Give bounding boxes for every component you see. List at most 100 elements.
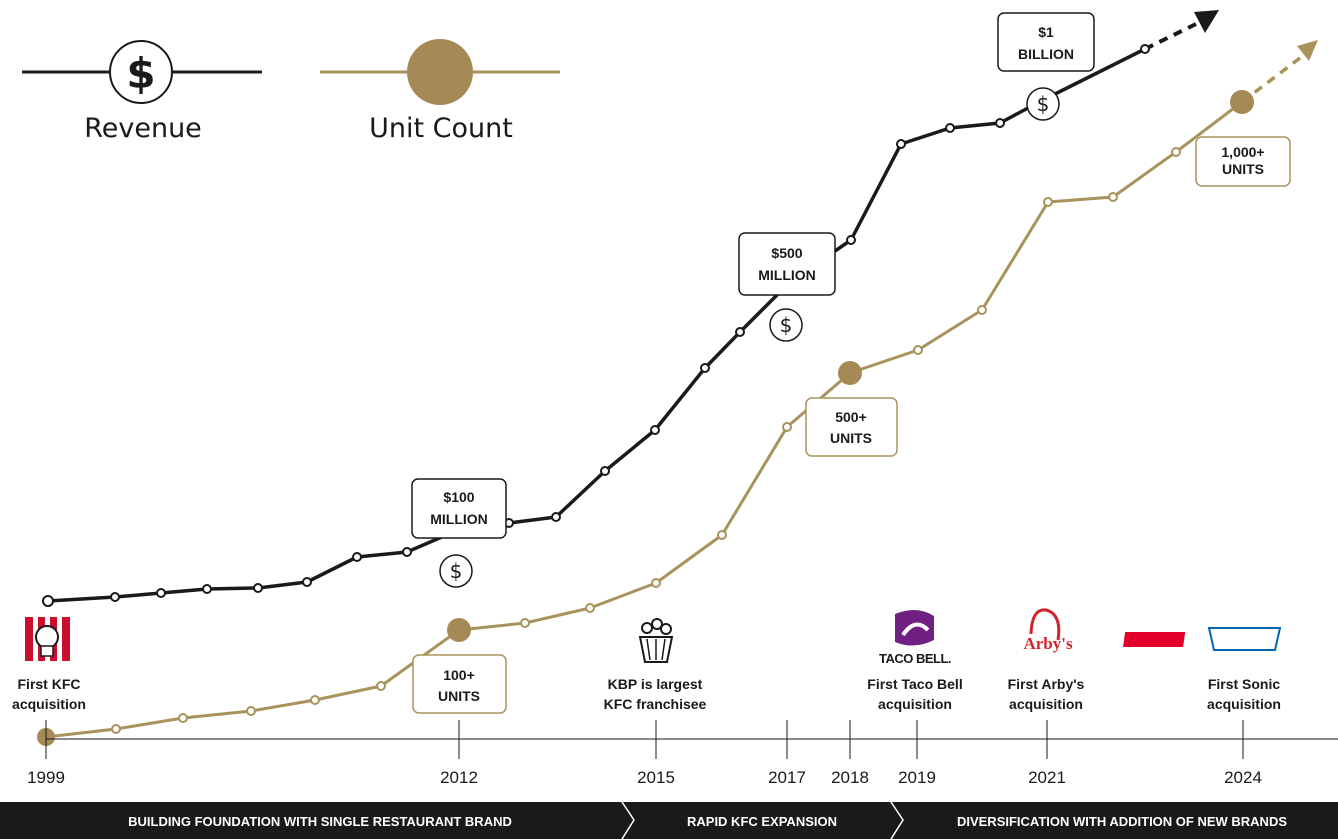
taco-bell-logo: TACO BELL. xyxy=(879,609,952,666)
unit-count-point xyxy=(1043,197,1053,207)
revenue-point xyxy=(202,584,212,594)
phase-label-kfc-expansion: RAPID KFC EXPANSION xyxy=(687,814,837,829)
unit-count-point xyxy=(178,713,188,723)
unit-trend-dashed xyxy=(1240,56,1302,104)
unit-count-point xyxy=(782,422,792,432)
revenue-point xyxy=(302,577,312,587)
unit-count-milestone-point xyxy=(838,361,862,385)
taco-bell-wordmark: TACO BELL. xyxy=(879,651,951,666)
legend: $ Revenue Unit Count xyxy=(22,39,560,144)
callout-line1: $100 xyxy=(443,489,474,505)
event-label-arbys-2: acquisition xyxy=(1009,696,1083,712)
axis-tick-label: 2017 xyxy=(768,768,806,787)
unit-count-milestone-point xyxy=(447,618,471,642)
callout-line2: BILLION xyxy=(1018,46,1074,62)
revenue-arrowhead xyxy=(1194,10,1219,33)
unit-count-point xyxy=(1108,192,1118,202)
axis-tick-label: 2019 xyxy=(898,768,936,787)
dollar-icon: $ xyxy=(439,554,473,588)
revenue-point xyxy=(551,512,561,522)
callout-line1: 500+ xyxy=(835,409,867,425)
revenue-point xyxy=(1140,44,1150,54)
phase-label-foundation: BUILDING FOUNDATION WITH SINGLE RESTAURA… xyxy=(128,814,512,829)
event-label-kfc-2: acquisition xyxy=(12,696,86,712)
revenue-point xyxy=(945,123,955,133)
sonic-logo: SONIC xyxy=(1123,627,1282,651)
dollar-icon: $ xyxy=(1026,87,1060,121)
unit-count-milestone-point xyxy=(1230,90,1254,114)
phase-label-diversification: DIVERSIFICATION WITH ADDITION OF NEW BRA… xyxy=(957,814,1287,829)
callout-revenue-1b: $1 BILLION xyxy=(997,12,1095,72)
svg-text:$: $ xyxy=(1037,92,1050,116)
revenue-point xyxy=(700,363,710,373)
callout-layer: $100 MILLION $500 MILLION $1 BILLION 100… xyxy=(411,12,1291,714)
kfc-bucket-icon xyxy=(638,618,674,663)
revenue-point xyxy=(156,588,166,598)
axis-tick-label: 2015 xyxy=(637,768,675,787)
dollar-icon xyxy=(109,40,173,104)
unit-count-point xyxy=(246,706,256,716)
unit-count-point xyxy=(585,603,595,613)
callout-line1: $500 xyxy=(771,245,802,261)
axis-tick-label: 2021 xyxy=(1028,768,1066,787)
revenue-trend-dashed xyxy=(1144,22,1197,51)
kfc-logo xyxy=(25,617,70,661)
revenue-point xyxy=(402,547,412,557)
axis-tick-label: 2024 xyxy=(1224,768,1262,787)
event-label-kbp-2: KFC franchisee xyxy=(604,696,707,712)
unit-count-point xyxy=(913,345,923,355)
unit-count-point xyxy=(310,695,320,705)
revenue-point xyxy=(352,552,362,562)
revenue-point xyxy=(600,466,610,476)
callout-line2: UNITS xyxy=(1222,161,1264,177)
dollar-icon: $ xyxy=(769,308,803,342)
series-layer xyxy=(37,10,1318,746)
revenue-point xyxy=(735,327,745,337)
revenue-point xyxy=(253,583,263,593)
event-label-kbp-1: KBP is largest xyxy=(608,676,703,692)
arbys-logo: Arby's xyxy=(1023,608,1073,653)
revenue-line xyxy=(47,47,1146,603)
callout-revenue-100m: $100 MILLION xyxy=(411,478,507,539)
svg-text:$: $ xyxy=(780,313,793,337)
axis-tick-label: 2018 xyxy=(831,768,869,787)
callout-line1: 100+ xyxy=(443,667,475,683)
event-labels: First KFC acquisition KBP is largest KFC… xyxy=(12,676,1281,712)
logo-layer: TACO BELL. Arby's SONIC xyxy=(25,608,1282,666)
event-label-arbys-1: First Arby's xyxy=(1008,676,1085,692)
event-label-tacobell-2: acquisition xyxy=(878,696,952,712)
unit-count-point xyxy=(717,530,727,540)
phase-banner: BUILDING FOUNDATION WITH SINGLE RESTAURA… xyxy=(0,802,1338,839)
callout-line1: $1 xyxy=(1038,24,1054,40)
revenue-point xyxy=(896,139,906,149)
unit-count-point xyxy=(977,305,987,315)
callout-units-1000: 1,000+ UNITS xyxy=(1195,136,1291,187)
callout-revenue-500m: $500 MILLION xyxy=(738,232,836,296)
revenue-point xyxy=(995,118,1005,128)
legend-revenue-label: Revenue xyxy=(84,113,202,144)
callout-units-500: 500+ UNITS xyxy=(805,397,898,457)
unit-arrowhead xyxy=(1297,40,1318,61)
revenue-dollar-markers: $ $ $ xyxy=(439,87,1060,588)
unit-count-point xyxy=(651,578,661,588)
callout-line1: 1,000+ xyxy=(1221,144,1264,160)
revenue-point xyxy=(42,595,54,607)
callout-line2: UNITS xyxy=(830,430,872,446)
unit-count-point xyxy=(520,618,530,628)
tick-layer: 1999 2012 2015 2017 2018 2019 2021 2024 xyxy=(27,720,1262,787)
unit-count-point xyxy=(111,724,121,734)
sonic-wordmark: SONIC xyxy=(1222,632,1267,648)
callout-units-100: 100+ UNITS xyxy=(412,654,507,714)
revenue-point xyxy=(110,592,120,602)
event-label-tacobell-1: First Taco Bell xyxy=(867,676,962,692)
unit-count-point xyxy=(1171,147,1181,157)
event-label-sonic-1: First Sonic xyxy=(1208,676,1281,692)
revenue-point xyxy=(846,235,856,245)
event-label-sonic-2: acquisition xyxy=(1207,696,1281,712)
event-label-kfc-1: First KFC xyxy=(18,676,81,692)
legend-unit-label: Unit Count xyxy=(369,113,513,144)
axis-tick-label: 1999 xyxy=(27,768,65,787)
callout-line2: MILLION xyxy=(758,267,816,283)
axis-tick-label: 2012 xyxy=(440,768,478,787)
